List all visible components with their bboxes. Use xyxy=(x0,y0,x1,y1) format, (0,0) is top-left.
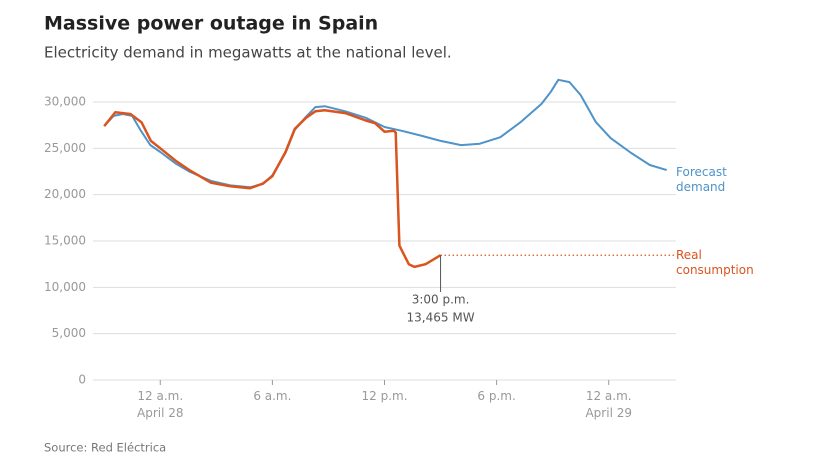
series-line xyxy=(103,109,442,269)
x-tick-label: 12 a.m. April 29 xyxy=(585,389,632,420)
legend-label: Forecast demand xyxy=(676,165,727,194)
x-tick-label: 6 p.m. xyxy=(477,389,515,403)
x-tick-label: 6 a.m. xyxy=(253,389,291,403)
chart-title: Massive power outage in Spain xyxy=(44,13,378,35)
y-tick-label: 15,000 xyxy=(44,234,86,248)
legend-label: Real consumption xyxy=(676,248,754,277)
annotation: 3:00 p.m. xyxy=(412,293,470,307)
y-tick-label: 0 xyxy=(78,373,86,387)
x-tick-label: 12 p.m. xyxy=(361,389,407,403)
x-tick-label: 12 a.m. April 28 xyxy=(137,389,184,420)
y-tick-label: 25,000 xyxy=(44,141,86,155)
y-tick-label: 20,000 xyxy=(44,187,86,201)
source: Source: Red Eléctrica xyxy=(44,441,166,455)
y-tick-label: 10,000 xyxy=(44,280,86,294)
series-line xyxy=(103,78,667,189)
chart-subtitle: Electricity demand in megawatts at the n… xyxy=(44,44,452,62)
y-tick-label: 5,000 xyxy=(52,326,86,340)
y-tick-label: 30,000 xyxy=(44,95,86,109)
annotation: 13,465 MW xyxy=(407,311,475,325)
